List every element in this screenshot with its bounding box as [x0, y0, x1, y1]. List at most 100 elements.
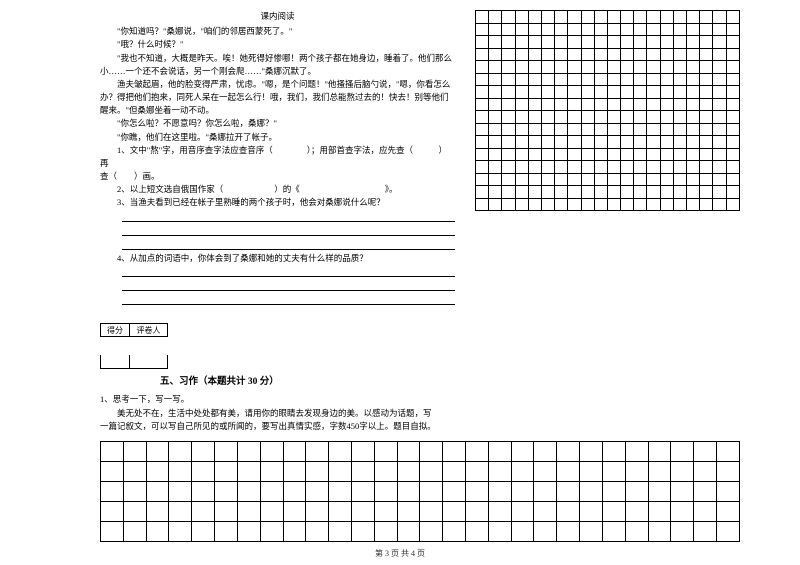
grid-cell [528, 61, 541, 74]
grid-cell [713, 23, 726, 36]
grid-cell [594, 173, 607, 186]
grid-cell [580, 441, 603, 461]
grid-cell [215, 441, 238, 461]
grid-cell [726, 98, 739, 111]
grid-cell [660, 111, 673, 124]
grid-cell [621, 136, 634, 149]
grid-cell [625, 501, 648, 521]
grid-cell [726, 173, 739, 186]
grid-cell [351, 441, 374, 461]
grid-cell [607, 161, 620, 174]
grid-cell [351, 461, 374, 481]
grid-cell [625, 461, 648, 481]
grid-cell [502, 73, 515, 86]
grid-cell [716, 461, 739, 481]
grid-cell [726, 23, 739, 36]
grid-cell [420, 461, 443, 481]
grid-cell [673, 61, 686, 74]
grid-cell [647, 198, 660, 211]
grid-cell [634, 148, 647, 161]
grid-cell [621, 86, 634, 99]
grid-cell [580, 461, 603, 481]
grid-cell [528, 186, 541, 199]
grid-cell [502, 186, 515, 199]
grid-cell [443, 501, 466, 521]
grid-cell [502, 98, 515, 111]
grid-cell [192, 481, 215, 501]
grid-cell [687, 48, 700, 61]
grid-cell [476, 123, 489, 136]
grid-cell [700, 148, 713, 161]
grid-cell [647, 23, 660, 36]
grid-cell [607, 186, 620, 199]
grid-cell [687, 173, 700, 186]
grid-cell [488, 481, 511, 501]
grid-cell [169, 521, 192, 541]
grid-cell [594, 123, 607, 136]
grid-cell [625, 521, 648, 541]
grid-cell [515, 98, 528, 111]
grid-cell [634, 198, 647, 211]
grid-cell [541, 98, 554, 111]
grid-cell [511, 481, 534, 501]
grid-cell [634, 86, 647, 99]
grid-cell [555, 86, 568, 99]
grid-cell [568, 11, 581, 24]
grid-cell [687, 198, 700, 211]
grid-cell [647, 111, 660, 124]
grid-cell [594, 48, 607, 61]
grid-cell [557, 521, 580, 541]
grid-cell [541, 23, 554, 36]
grid-cell [607, 48, 620, 61]
grid-cell [673, 148, 686, 161]
grid-cell [237, 501, 260, 521]
answer-line [122, 293, 455, 305]
answer-line [122, 210, 455, 222]
grid-cell [634, 136, 647, 149]
grid-cell [621, 11, 634, 24]
grid-cell [671, 521, 694, 541]
grid-cell [713, 61, 726, 74]
grid-cell [580, 481, 603, 501]
grid-cell [101, 441, 124, 461]
grid-cell [594, 11, 607, 24]
grid-cell [374, 441, 397, 461]
grid-cell [557, 441, 580, 461]
grid-cell [581, 198, 594, 211]
grid-cell [621, 173, 634, 186]
grid-cell [647, 61, 660, 74]
grid-cell [634, 61, 647, 74]
grid-cell [502, 173, 515, 186]
grid-cell [557, 461, 580, 481]
grid-cell [488, 441, 511, 461]
grid-cell [581, 36, 594, 49]
grid-cell [621, 111, 634, 124]
reading-q3: 3、当渔夫看到已经在帐子里熟睡的两个孩子时，他会对桑娜说什么呢？ [100, 196, 455, 209]
grid-cell [581, 73, 594, 86]
grid-cell [568, 111, 581, 124]
grid-cell [528, 73, 541, 86]
grid-cell [726, 86, 739, 99]
grid-cell [726, 111, 739, 124]
grid-cell [101, 461, 124, 481]
grid-cell [647, 86, 660, 99]
grid-cell [192, 441, 215, 461]
grid-cell [397, 441, 420, 461]
grid-cell [515, 173, 528, 186]
grid-cell [528, 198, 541, 211]
grid-cell [726, 73, 739, 86]
grid-cell [541, 173, 554, 186]
grid-cell [541, 86, 554, 99]
reading-p4: 渔夫皱起眉，他的脸变得严肃，忧虑。"嗯，是个问题！"他搔搔后脑勺说，"嗯，你看怎… [100, 78, 455, 118]
grid-cell [607, 136, 620, 149]
grid-cell [534, 521, 557, 541]
grid-cell [594, 198, 607, 211]
grid-cell [489, 161, 502, 174]
grid-cell [673, 161, 686, 174]
grid-cell [568, 48, 581, 61]
grid-cell [489, 136, 502, 149]
grid-cell [306, 461, 329, 481]
grid-cell [700, 61, 713, 74]
grid-cell [726, 123, 739, 136]
grid-cell [581, 173, 594, 186]
